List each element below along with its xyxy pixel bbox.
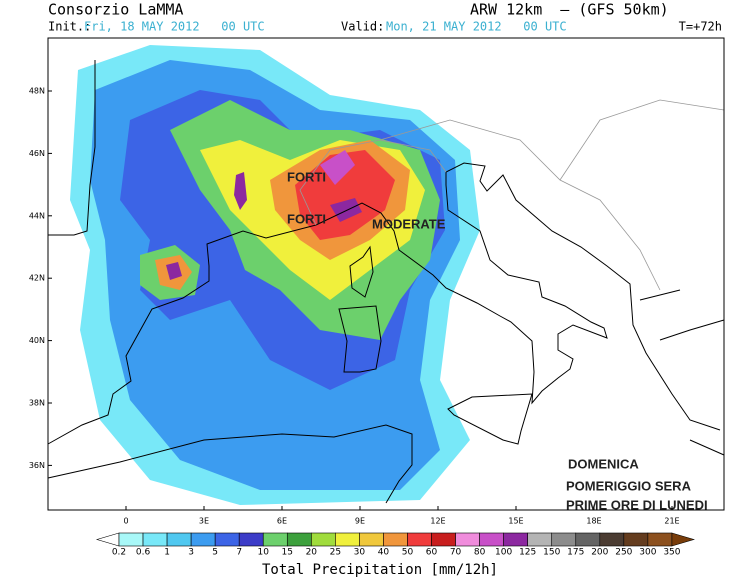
colorbar-label: 100 (495, 548, 512, 558)
init-label: Init.: (48, 20, 91, 34)
lat-label: 42N (29, 274, 45, 283)
colorbar-box (359, 532, 384, 547)
colorbar-label: 10 (258, 548, 270, 558)
colorbar-label: 60 (426, 548, 438, 558)
init: Fri, 18 MAY 2012 00 UTC (84, 20, 265, 34)
coastline (447, 393, 533, 445)
lat-label: 38N (29, 399, 45, 408)
precip-area (234, 172, 247, 210)
colorbar-box (479, 532, 504, 547)
lon-label: 3E (199, 517, 209, 526)
colorbar-label: 350 (663, 548, 680, 558)
colorbar-end (95, 532, 120, 547)
colorbar-box (335, 532, 360, 547)
colorbar-box (623, 532, 649, 547)
lead-time: T=+72h (679, 20, 722, 34)
valid: Mon, 21 MAY 2012 00 UTC (386, 20, 567, 34)
coastline (349, 245, 374, 298)
colorbar-box (262, 532, 288, 547)
colorbar-label: 15 (282, 548, 293, 558)
colorbar-box (599, 532, 625, 547)
colorbar-box (383, 532, 408, 547)
colorbar-end (671, 532, 695, 547)
colorbar-box (142, 532, 168, 547)
coastline (639, 289, 725, 456)
colorbar-box (575, 532, 601, 547)
colorbar-box (190, 532, 216, 547)
map-frame (47, 37, 725, 511)
colorbar-box (431, 532, 456, 547)
precip-area (330, 198, 362, 222)
annotation: FORTI (287, 169, 326, 184)
colorbar-box (527, 532, 553, 547)
colorbar-box (166, 532, 192, 547)
lon-label: 15E (508, 517, 523, 526)
lat-label: 40N (29, 336, 45, 345)
coastline (48, 60, 96, 236)
lat-label: 44N (29, 211, 45, 220)
lat-label: 48N (29, 87, 45, 96)
lon-label: 0 (123, 517, 128, 526)
colorbar-label: 70 (450, 548, 462, 558)
colorbar-label: 50 (402, 548, 414, 558)
coastline (47, 424, 413, 504)
colorbar-box (214, 532, 240, 547)
colorbar-box (118, 532, 144, 547)
colorbar-box (286, 532, 312, 547)
annotation: MODERATE (372, 216, 446, 231)
precip-area (295, 150, 395, 240)
annotation: PRIME ORE DI LUNEDI (566, 497, 708, 512)
lon-label: 12E (430, 517, 445, 526)
lon-label: 9E (355, 517, 365, 526)
colorbar-label: 300 (639, 548, 656, 558)
model: ARW 12km — (GFS 50km) (470, 1, 669, 19)
colorbar-box (551, 532, 577, 547)
colorbar-label: 25 (330, 548, 341, 558)
colorbar-box (503, 532, 528, 547)
colorbar-box (407, 532, 432, 547)
colorbar-box (455, 532, 480, 547)
colorbar-label: 200 (591, 548, 608, 558)
title: Consorzio LaMMA (48, 1, 183, 19)
map (47, 37, 725, 511)
coastline (315, 162, 721, 431)
colorbar-label: 7 (236, 548, 242, 558)
colorbar-label: 150 (543, 548, 560, 558)
colorbar-label: 0.6 (136, 548, 151, 558)
lon-label: 21E (664, 517, 679, 526)
colorbar-label: 250 (615, 548, 632, 558)
colorbar-label: 40 (378, 548, 390, 558)
colorbar-box (647, 532, 673, 547)
colorbar-label: 80 (474, 548, 486, 558)
colorbar-label: 125 (519, 548, 536, 558)
colorbar-box (238, 532, 264, 547)
lat-label: 36N (29, 461, 45, 470)
colorbar-label: 0.2 (112, 548, 126, 558)
precip-area (166, 262, 182, 280)
precip-area (320, 150, 355, 185)
annotation: POMERIGGIO SERA (566, 478, 692, 493)
lon-label: 18E (586, 517, 601, 526)
colorbar-label: 5 (212, 548, 218, 558)
coastline (47, 224, 317, 445)
colorbar-label: 3 (188, 548, 194, 558)
colorbar-title: Total Precipitation [mm/12h] (262, 562, 498, 578)
valid-label: Valid: (341, 20, 384, 34)
colorbar-box (311, 532, 336, 547)
annotation: FORTI (287, 211, 326, 226)
coastline (338, 305, 382, 373)
colorbar-label: 20 (306, 548, 318, 558)
colorbar-label: 1 (164, 548, 170, 558)
colorbar-label: 30 (354, 548, 366, 558)
annotation: DOMENICA (568, 456, 639, 471)
lat-label: 46N (29, 149, 45, 158)
colorbar-label: 175 (567, 548, 584, 558)
lon-label: 6E (277, 517, 287, 526)
border (299, 99, 725, 291)
